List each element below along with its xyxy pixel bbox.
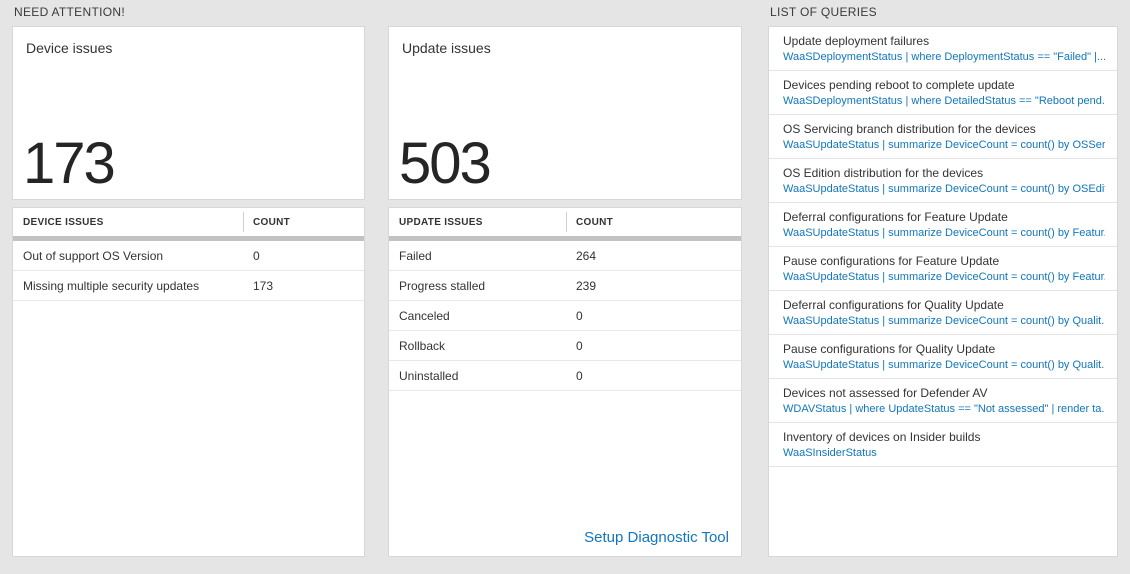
query-text: WaaSUpdateStatus | summarize DeviceCount… — [783, 139, 1105, 151]
setup-diagnostic-tool-link[interactable]: Setup Diagnostic Tool — [584, 529, 729, 546]
query-item-deferral-feature-update[interactable]: Deferral configurations for Feature Upda… — [769, 203, 1117, 247]
row-count: 173 — [253, 279, 274, 293]
query-title: Deferral configurations for Quality Upda… — [783, 298, 1004, 312]
row-label: Failed — [399, 249, 432, 263]
query-text: WDAVStatus | where UpdateStatus == "Not … — [783, 403, 1105, 415]
query-title: Devices not assessed for Defender AV — [783, 386, 988, 400]
query-item-update-deployment-failures[interactable]: Update deployment failures WaaSDeploymen… — [769, 27, 1117, 71]
query-text: WaaSDeploymentStatus | where DeploymentS… — [783, 51, 1105, 63]
update-issues-tile: Update issues 503 UPDATE ISSUES COUNT Fa… — [388, 26, 742, 557]
table-row[interactable]: Progress stalled 239 — [389, 271, 741, 301]
table-row[interactable]: Rollback 0 — [389, 331, 741, 361]
query-title: Update deployment failures — [783, 34, 930, 48]
column-separator — [566, 212, 567, 232]
column-header-count: COUNT — [253, 217, 291, 228]
row-count: 0 — [576, 369, 583, 383]
need-attention-heading: NEED ATTENTION! — [14, 5, 125, 19]
row-label: Canceled — [399, 309, 450, 323]
row-label: Missing multiple security updates — [23, 279, 200, 293]
row-label: Rollback — [399, 339, 446, 353]
device-issues-count: 173 — [23, 131, 116, 196]
query-title: Devices pending reboot to complete updat… — [783, 78, 1015, 92]
device-issues-table: DEVICE ISSUES COUNT Out of support OS Ve… — [12, 207, 365, 557]
list-of-queries-heading: LIST OF QUERIES — [770, 5, 877, 19]
header-divider-bar — [13, 236, 364, 241]
update-issues-count: 503 — [399, 131, 492, 196]
row-label: Progress stalled — [399, 279, 486, 293]
column-header-issues: DEVICE ISSUES — [23, 217, 104, 228]
device-issues-summary[interactable]: Device issues 173 — [12, 26, 365, 200]
query-text: WaaSUpdateStatus | summarize DeviceCount… — [783, 227, 1105, 239]
table-row[interactable]: Uninstalled 0 — [389, 361, 741, 391]
query-title: Pause configurations for Quality Update — [783, 342, 996, 356]
query-title: OS Servicing branch distribution for the… — [783, 122, 1036, 136]
column-header-count: COUNT — [576, 217, 614, 228]
update-issues-table: UPDATE ISSUES COUNT Failed 264 Progress … — [388, 207, 742, 557]
query-item-os-edition-distribution[interactable]: OS Edition distribution for the devices … — [769, 159, 1117, 203]
table-row[interactable]: Failed 264 — [389, 241, 741, 271]
row-count: 0 — [576, 309, 583, 323]
header-divider-bar — [389, 236, 741, 241]
row-count: 239 — [576, 279, 597, 293]
query-item-pause-feature-update[interactable]: Pause configurations for Feature Update … — [769, 247, 1117, 291]
queries-panel: Update deployment failures WaaSDeploymen… — [768, 26, 1118, 557]
query-text: WaaSUpdateStatus | summarize DeviceCount… — [783, 271, 1105, 283]
table-header: DEVICE ISSUES COUNT — [13, 208, 364, 236]
query-item-defender-av-not-assessed[interactable]: Devices not assessed for Defender AV WDA… — [769, 379, 1117, 423]
row-count: 0 — [253, 249, 260, 263]
query-title: Deferral configurations for Feature Upda… — [783, 210, 1008, 224]
tile-title: Update issues — [402, 40, 491, 56]
query-item-os-servicing-branch[interactable]: OS Servicing branch distribution for the… — [769, 115, 1117, 159]
update-issues-summary[interactable]: Update issues 503 — [388, 26, 742, 200]
table-row[interactable]: Missing multiple security updates 173 — [13, 271, 364, 301]
query-item-insider-builds-inventory[interactable]: Inventory of devices on Insider builds W… — [769, 423, 1117, 467]
query-item-pause-quality-update[interactable]: Pause configurations for Quality Update … — [769, 335, 1117, 379]
query-item-deferral-quality-update[interactable]: Deferral configurations for Quality Upda… — [769, 291, 1117, 335]
row-count: 0 — [576, 339, 583, 353]
tile-title: Device issues — [26, 40, 113, 56]
table-row[interactable]: Canceled 0 — [389, 301, 741, 331]
table-header: UPDATE ISSUES COUNT — [389, 208, 741, 236]
row-label: Out of support OS Version — [23, 249, 164, 263]
query-text: WaaSInsiderStatus — [783, 447, 877, 459]
query-title: OS Edition distribution for the devices — [783, 166, 984, 180]
query-text: WaaSDeploymentStatus | where DetailedSta… — [783, 95, 1105, 107]
row-count: 264 — [576, 249, 597, 263]
query-title: Pause configurations for Feature Update — [783, 254, 1000, 268]
query-text: WaaSUpdateStatus | summarize DeviceCount… — [783, 183, 1105, 195]
query-text: WaaSUpdateStatus | summarize DeviceCount… — [783, 359, 1105, 371]
device-issues-tile: Device issues 173 DEVICE ISSUES COUNT Ou… — [12, 26, 365, 557]
query-item-devices-pending-reboot[interactable]: Devices pending reboot to complete updat… — [769, 71, 1117, 115]
table-row[interactable]: Out of support OS Version 0 — [13, 241, 364, 271]
query-title: Inventory of devices on Insider builds — [783, 430, 981, 444]
column-header-issues: UPDATE ISSUES — [399, 217, 483, 228]
row-label: Uninstalled — [399, 369, 459, 383]
query-text: WaaSUpdateStatus | summarize DeviceCount… — [783, 315, 1105, 327]
column-separator — [243, 212, 244, 232]
